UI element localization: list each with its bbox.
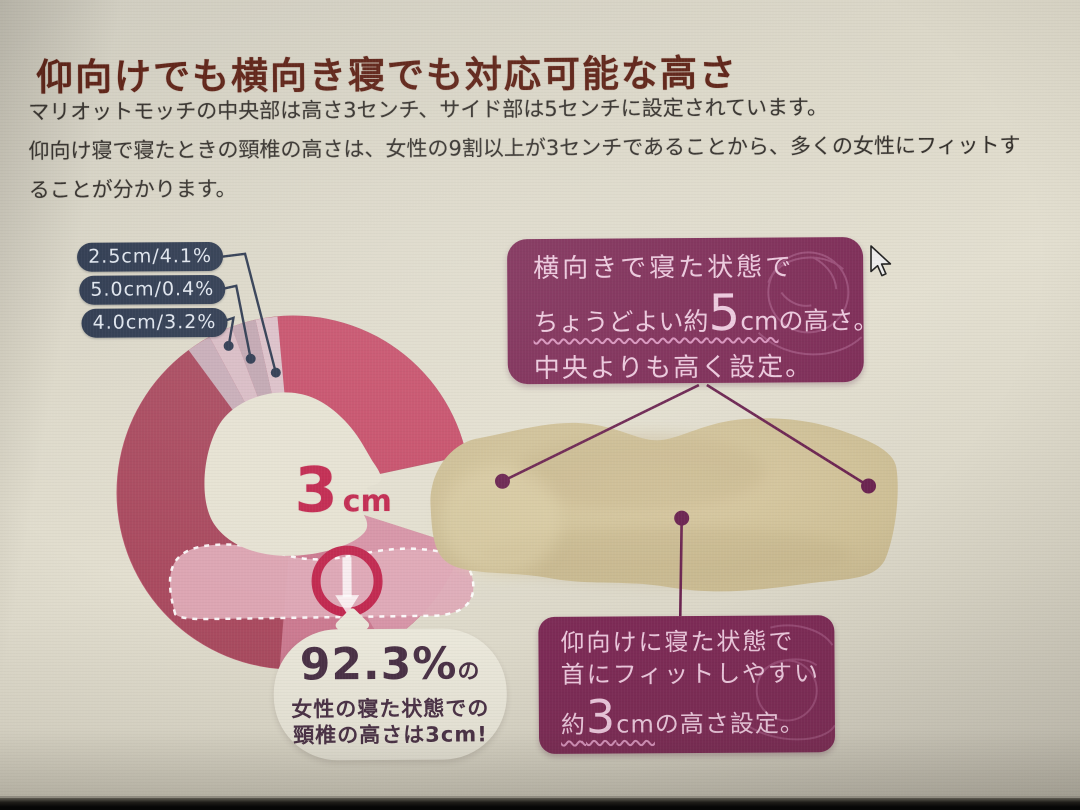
callout-line: 首にフィットしやすい: [560, 659, 821, 689]
bubble-line: 女性の寝た状態での: [291, 695, 490, 722]
connector-dot: [674, 510, 690, 526]
callout-line: 中央よりも高く設定。: [533, 352, 814, 385]
pie-notch: [293, 455, 471, 547]
stat-pill-4-0cm: 4.0cm/3.2%: [81, 307, 228, 338]
stat-leader-dots: [223, 340, 281, 378]
inner-pillow-outline: [168, 543, 475, 621]
leader-dot: [245, 353, 256, 364]
leader-line: [219, 252, 277, 373]
bubble-line: 頸椎の高さは3cm!: [293, 721, 488, 748]
connector-dot: [494, 473, 510, 489]
bubble-percent: 92.3%の: [299, 638, 481, 690]
callout-line: ちょうどよい約5cmの高さ。: [533, 283, 864, 342]
arrow-pointer-cursor-icon: [870, 245, 892, 277]
bubble-particle: の: [457, 658, 481, 685]
connector-line: [678, 518, 683, 617]
leader-dot: [270, 367, 281, 378]
speech-bubble: 92.3%の 女性の寝た状態での 頸椎の高さは3cm!: [273, 628, 508, 761]
pillow-shading: [515, 433, 766, 510]
arrow-head-icon: [335, 595, 360, 615]
stat-leader-lines: [219, 252, 277, 373]
leader-line: [222, 284, 252, 359]
head-silhouette: [204, 392, 382, 556]
pillow-illustration: [430, 418, 898, 592]
callout-big-number: 5: [708, 283, 741, 342]
callout-big-number: 3: [585, 689, 617, 744]
stat-pill-5-0cm: 5.0cm/0.4%: [79, 274, 226, 305]
connector-dot: [861, 478, 877, 494]
callout-line: 約3cmの高さ設定。: [560, 689, 805, 744]
callout-line: 仰向けに寝た状態で: [560, 627, 795, 657]
pillow-highlight: [440, 465, 561, 576]
height-value: 3: [294, 453, 338, 527]
side-sleep-callout: 横向きで寝た状態で ちょうどよい約5cmの高さ。 中央よりも高く設定。: [506, 237, 864, 385]
callout-line: 横向きで寝た状態で: [533, 252, 795, 285]
connector-line: [706, 383, 870, 488]
callout-connector-dots: [494, 473, 877, 526]
leader-dot: [223, 340, 234, 351]
screen-bezel: [0, 796, 1080, 810]
paragraph-line: ることが分かります。: [28, 176, 237, 203]
back-sleep-callout: 仰向けに寝た状態で 首にフィットしやすい 約3cmの高さ設定。: [538, 615, 836, 755]
stat-pill-2-5cm: 2.5cm/4.1%: [77, 241, 224, 272]
connector-line: [501, 383, 700, 483]
callout-connector-lines: [501, 383, 870, 617]
pillow-shading: [480, 527, 851, 584]
paragraph-line: マリオットモッチの中央部は高さ3センチ、サイド部は5センチに設定されています。: [28, 95, 828, 125]
intro-paragraph: マリオットモッチの中央部は高さ3センチ、サイド部は5センチに設定されています。 …: [28, 87, 1021, 210]
leader-line: [224, 316, 235, 347]
paragraph-line: 仰向け寝で寝たときの頸椎の高さは、女性の9割以上が3センチであることから、多くの…: [28, 133, 1021, 164]
height-unit: cm: [342, 483, 392, 520]
center-height-label: 3 cm: [294, 453, 392, 526]
neck-height-pie-chart: [116, 315, 475, 670]
